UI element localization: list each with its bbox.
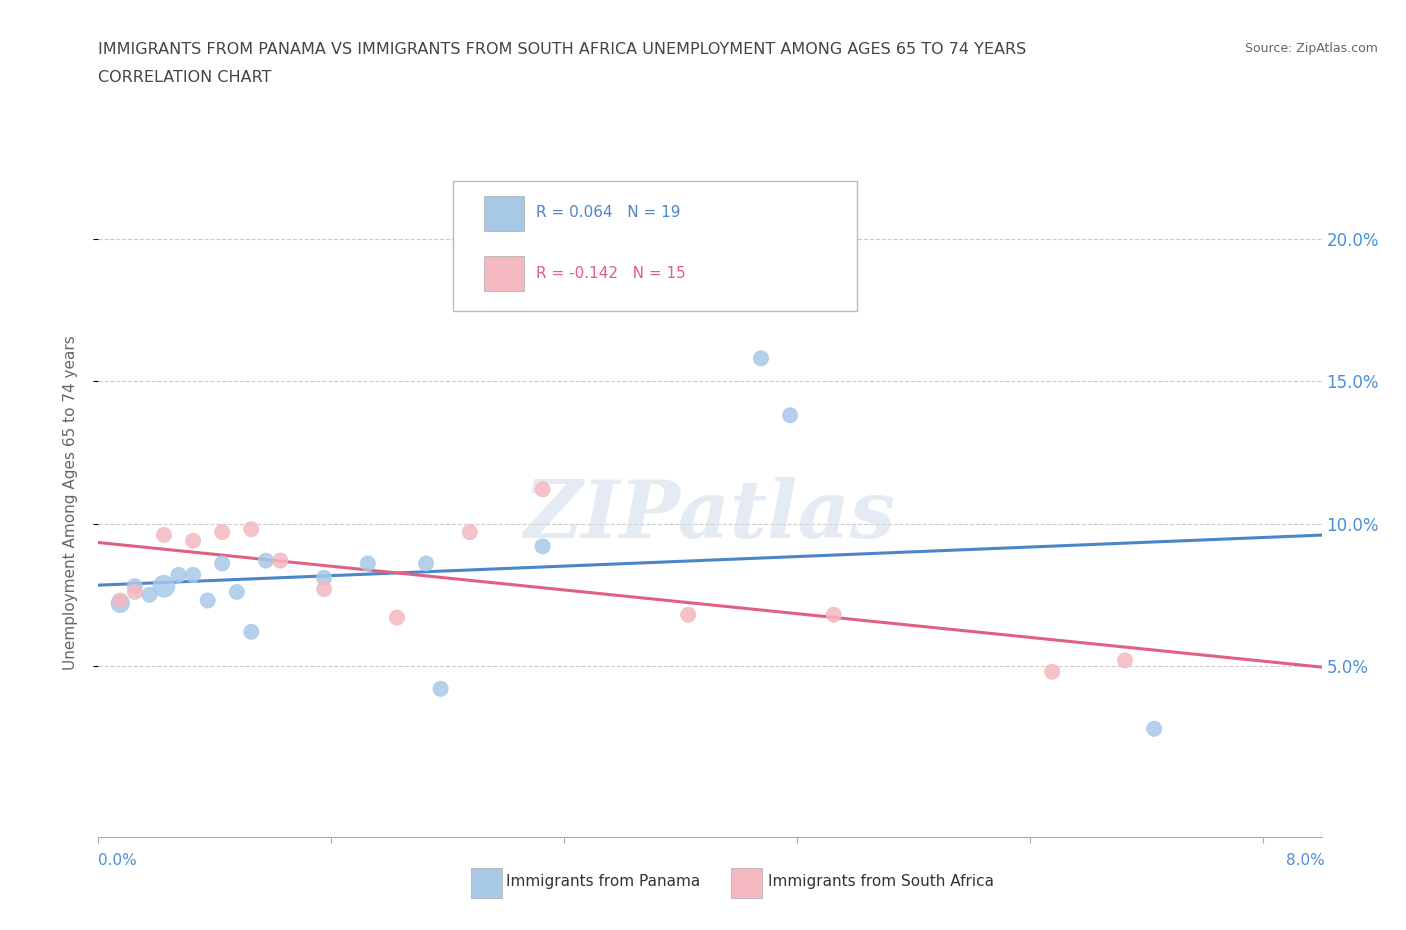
Point [181, 567, 204, 582]
Point [676, 607, 699, 622]
Text: Immigrants from Panama: Immigrants from Panama [506, 874, 700, 889]
Point [167, 567, 190, 582]
FancyBboxPatch shape [484, 196, 524, 231]
Point [110, 593, 132, 608]
Text: Immigrants from South Africa: Immigrants from South Africa [768, 874, 994, 889]
Point [138, 588, 160, 603]
Point [225, 585, 247, 600]
FancyBboxPatch shape [484, 257, 524, 291]
Point [269, 553, 291, 568]
Point [124, 585, 146, 600]
Text: 8.0%: 8.0% [1285, 853, 1324, 868]
Point [211, 556, 233, 571]
Text: R = 0.064   N = 19: R = 0.064 N = 19 [536, 206, 681, 220]
Point [211, 525, 233, 539]
Point [153, 527, 176, 542]
Point [749, 351, 772, 365]
Point [415, 556, 437, 571]
Point [254, 553, 277, 568]
Point [197, 593, 219, 608]
Point [1114, 653, 1136, 668]
Text: Source: ZipAtlas.com: Source: ZipAtlas.com [1244, 42, 1378, 55]
Point [458, 525, 481, 539]
Point [181, 533, 204, 548]
Point [823, 607, 845, 622]
Point [1143, 722, 1166, 737]
FancyBboxPatch shape [453, 180, 856, 312]
Point [531, 538, 554, 553]
Point [153, 578, 176, 593]
Y-axis label: Unemployment Among Ages 65 to 74 years: Unemployment Among Ages 65 to 74 years [63, 335, 77, 670]
Text: R = -0.142   N = 15: R = -0.142 N = 15 [536, 266, 686, 281]
Point [531, 482, 554, 497]
Text: CORRELATION CHART: CORRELATION CHART [98, 70, 271, 85]
Point [314, 570, 336, 585]
Point [124, 578, 146, 593]
Point [110, 596, 132, 611]
Point [240, 522, 263, 537]
Text: 0.0%: 0.0% [98, 853, 138, 868]
Point [385, 610, 408, 625]
Point [779, 408, 801, 423]
Point [240, 624, 263, 639]
Point [1040, 664, 1063, 679]
Point [314, 581, 336, 596]
Point [357, 556, 380, 571]
Point [429, 682, 451, 697]
Text: IMMIGRANTS FROM PANAMA VS IMMIGRANTS FROM SOUTH AFRICA UNEMPLOYMENT AMONG AGES 6: IMMIGRANTS FROM PANAMA VS IMMIGRANTS FRO… [98, 42, 1026, 57]
Text: ZIPatlas: ZIPatlas [524, 477, 896, 554]
